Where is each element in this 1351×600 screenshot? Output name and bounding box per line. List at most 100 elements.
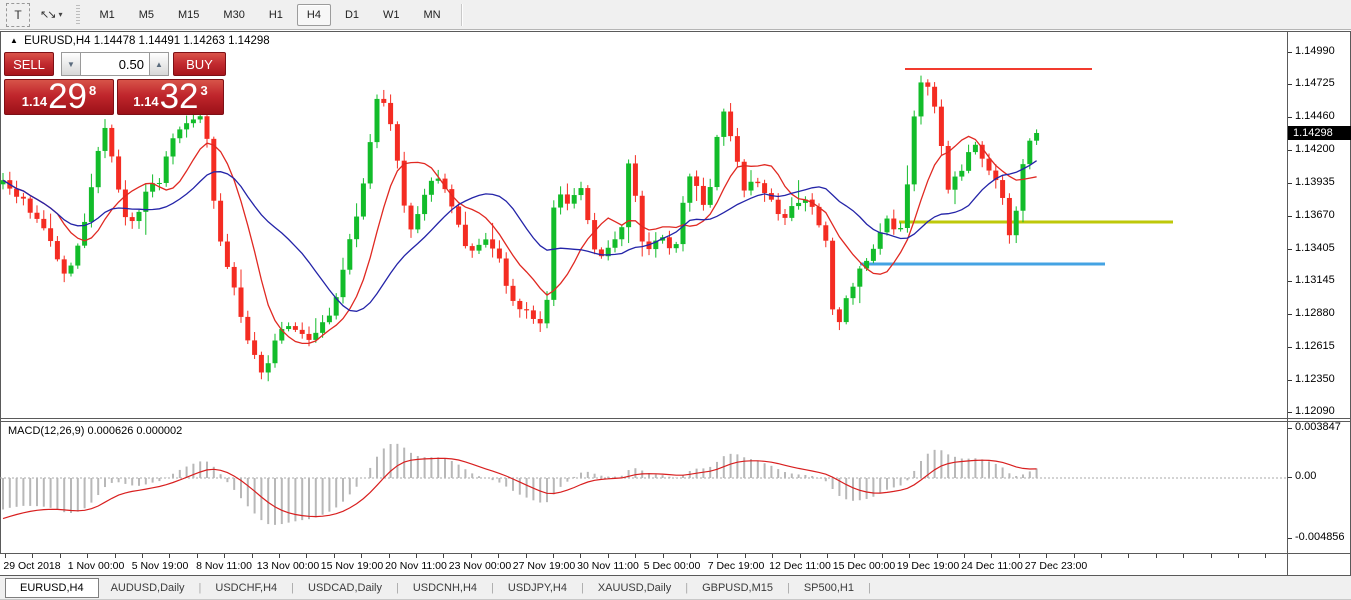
tab-usdcad-daily[interactable]: USDCAD,Daily (308, 581, 382, 594)
date-tick (1183, 554, 1185, 558)
volume-input[interactable]: 0.50 (81, 52, 149, 76)
date-tick (662, 554, 664, 558)
window-left-border (0, 31, 1, 575)
tab-separator: | (580, 581, 584, 594)
tab-separator: | (291, 581, 294, 594)
window-top-border (0, 31, 1351, 32)
sell-price-prefix: 1.14 (21, 94, 48, 109)
date-tick (881, 554, 883, 558)
ohlc-values: 1.14478 1.14491 1.14263 1.14298 (93, 35, 270, 47)
text-tool-icon: T (14, 7, 22, 22)
volume-decrease-button[interactable]: ▼ (61, 52, 81, 76)
timeframe-button-mn[interactable]: MN (423, 8, 441, 21)
date-tick (1018, 554, 1020, 558)
tab-separator: | (786, 581, 790, 594)
date-tick (525, 554, 527, 558)
price-axis-label-tick (1288, 249, 1292, 250)
price-axis-label-tick (1288, 117, 1292, 118)
timeframe-button-d1[interactable]: D1 (344, 8, 360, 21)
sell-price-button[interactable]: 1.14 29 8 (4, 79, 114, 115)
date-tick (744, 554, 746, 558)
date-tick (991, 554, 993, 558)
tab-audusd-daily[interactable]: AUDUSD,Daily (110, 581, 185, 594)
date-tick (443, 554, 445, 558)
macd-splitter-bottom[interactable] (0, 421, 1351, 422)
timeframe-button-w1[interactable]: W1 (383, 8, 400, 21)
date-tick (580, 554, 582, 558)
macd-canvas[interactable] (0, 422, 1287, 553)
price-axis-label-tick (1288, 314, 1292, 315)
date-axis-label: 15 Nov 19:00 (320, 560, 384, 572)
tab-usdcnh-h4[interactable]: USDCNH,H4 (412, 581, 478, 594)
date-tick (333, 554, 335, 558)
tab-gbpusd-m15[interactable]: GBPUSD,M15 (702, 581, 773, 594)
macd-axis-label: 0.003847 (1295, 421, 1341, 433)
timeframe-button-h4[interactable]: H4 (296, 3, 331, 26)
chart-tab-bar: EURUSD,H4 AUDUSD,Daily | USDCHF,H4 | USDCAD,D… (0, 576, 1351, 600)
tab-separator: | (491, 581, 494, 594)
chevron-down-icon: ▾ (58, 10, 63, 19)
buy-price-button[interactable]: 1.14 32 3 (117, 79, 224, 115)
current-price-badge: 1.14298 (1288, 126, 1351, 140)
date-tick (224, 554, 226, 558)
date-axis-label: 12 Dec 11:00 (769, 560, 831, 572)
date-axis-label: 19 Dec 19:00 (896, 560, 960, 572)
spin-up-icon: ▲ (155, 59, 163, 69)
price-axis-label: 1.12880 (1295, 307, 1335, 319)
date-tick (1073, 554, 1075, 558)
date-tick (5, 554, 6, 558)
price-axis-label-tick (1288, 84, 1292, 85)
price-axis-label-tick (1288, 52, 1292, 53)
price-axis-label: 1.13935 (1295, 176, 1335, 188)
date-axis-label: 5 Nov 19:00 (131, 560, 189, 572)
spin-down-icon: ▼ (67, 59, 75, 69)
price-axis-label: 1.12615 (1295, 340, 1335, 352)
date-tick (964, 554, 965, 558)
sell-button[interactable]: SELL (4, 52, 54, 76)
tab-xauusd-daily[interactable]: XAUUSD,Daily (597, 581, 672, 594)
price-axis-label: 1.14990 (1295, 45, 1335, 57)
tab-separator: | (395, 581, 399, 594)
macd-axis-label: -0.004856 (1295, 531, 1345, 543)
tab-usdchf-h4[interactable]: USDCHF,H4 (215, 581, 278, 594)
price-axis-label-tick (1288, 412, 1292, 413)
price-axis-label: 1.14460 (1295, 110, 1335, 122)
window-bottom-border (0, 575, 1351, 576)
buy-price-big: 32 (159, 77, 199, 116)
date-tick (142, 554, 143, 558)
date-axis-label: 20 Nov 11:00 (385, 560, 447, 572)
date-tick (854, 554, 856, 558)
arrows-tool-button[interactable]: ↖↘ ▾ (36, 4, 66, 26)
main-chart-canvas[interactable] (0, 31, 1287, 419)
timeframe-button-m1[interactable]: M1 (99, 8, 115, 21)
tab-sp500-h1[interactable]: SP500,H1 (803, 581, 854, 594)
date-tick (553, 554, 554, 558)
macd-axis-label-tick (1288, 477, 1292, 478)
date-tick (717, 554, 719, 558)
date-tick (690, 554, 691, 558)
macd-axis-label-tick (1288, 428, 1292, 429)
timeframe-button-m30[interactable]: M30 (223, 8, 245, 21)
price-axis-label-tick (1288, 347, 1292, 348)
text-tool-button[interactable]: T (6, 2, 30, 27)
toolbar-grip[interactable] (76, 4, 81, 25)
date-tick (361, 554, 363, 558)
timeframe-button-m5[interactable]: M5 (138, 8, 155, 21)
symbol-period-label: EURUSD,H4 (24, 35, 91, 47)
tab-usdjpy-h4[interactable]: USDJPY,H4 (507, 581, 567, 594)
price-axis-label-tick (1288, 281, 1292, 282)
date-tick (635, 554, 637, 558)
symbol-direction-icon: ▲ (10, 36, 18, 45)
macd-splitter-top[interactable] (0, 418, 1351, 419)
buy-button[interactable]: BUY (173, 52, 226, 76)
date-axis[interactable]: 29 Oct 2018 1 Nov 00:00 5 Nov 19:00 8 Nov 1… (0, 554, 1287, 575)
timeframe-button-h1[interactable]: H1 (268, 8, 283, 21)
date-axis-label: 5 Dec 00:00 (643, 560, 701, 572)
timeframe-button-m15[interactable]: M15 (178, 8, 200, 21)
buy-price-sup: 3 (200, 83, 208, 98)
date-axis-label: 27 Dec 23:00 (1024, 560, 1088, 572)
date-axis-label: 15 Dec 00:00 (832, 560, 896, 572)
volume-increase-button[interactable]: ▲ (149, 52, 169, 76)
tab-eurusd-h4[interactable]: EURUSD,H4 (5, 577, 99, 598)
date-tick (1128, 554, 1130, 558)
